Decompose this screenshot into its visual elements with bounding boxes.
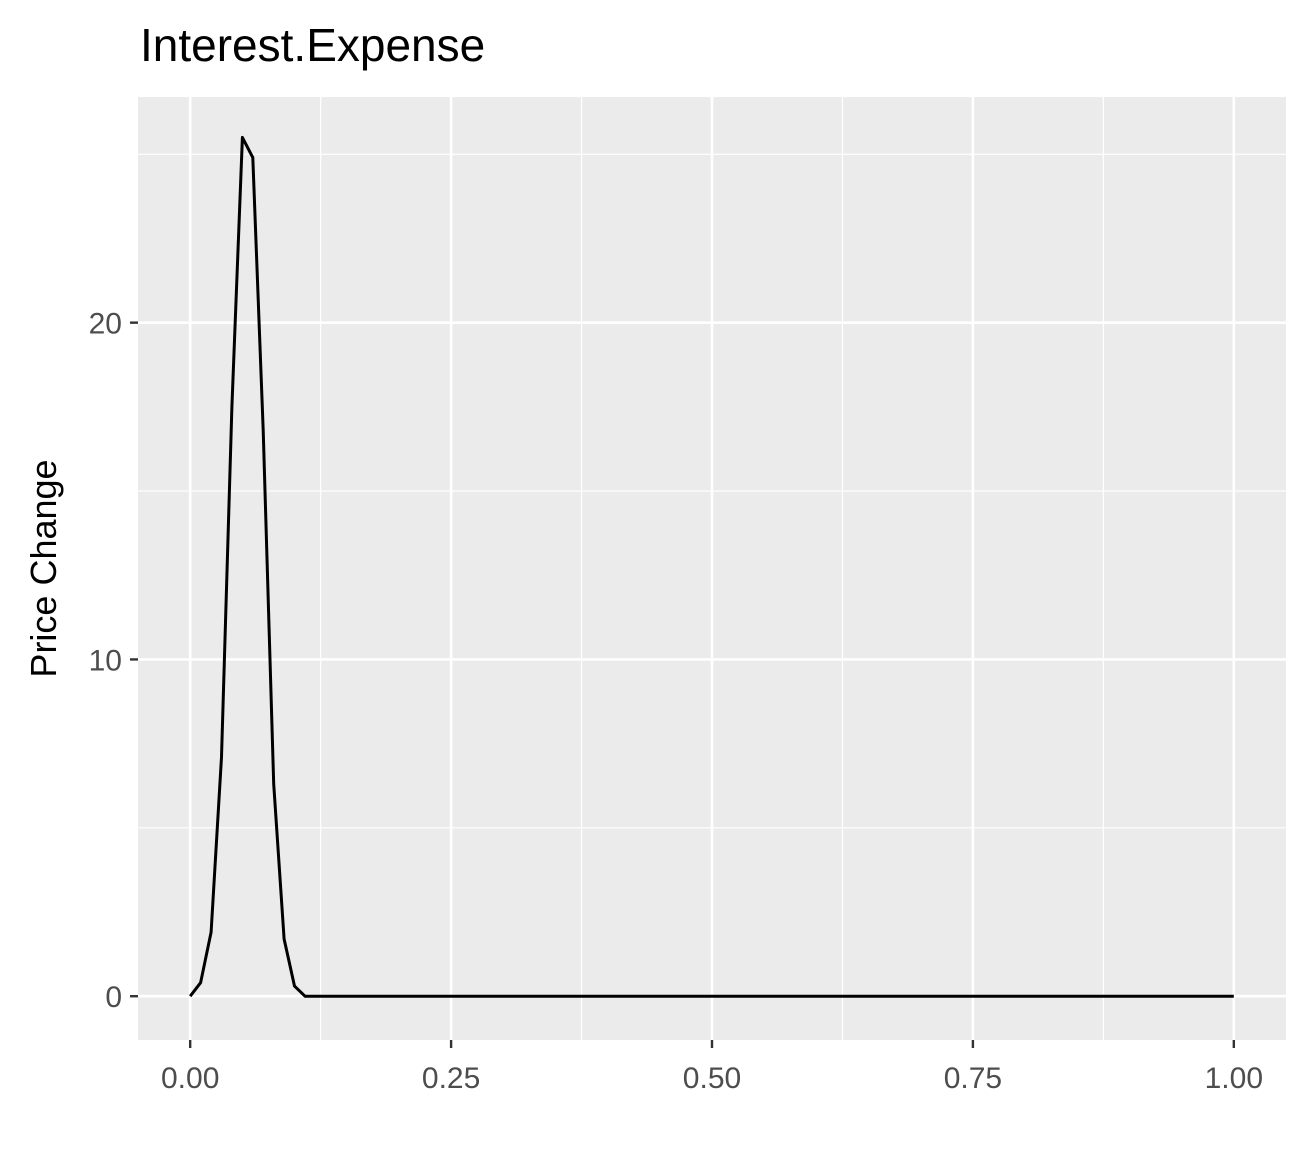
x-tick-label: 0.50 [683, 1062, 741, 1095]
x-tick-label: 1.00 [1205, 1062, 1263, 1095]
series-line-0 [189, 135, 1234, 998]
y-tick-label: 10 [89, 644, 122, 677]
x-tick-label: 0.75 [944, 1062, 1002, 1095]
y-axis-title: Price Change [23, 459, 64, 677]
tick-labels: 0.00 0.25 0.50 0.75 1.00 0 10 20 [89, 308, 1263, 1095]
chart-title: Interest.Expense [140, 19, 486, 71]
axis-ticks [130, 321, 1236, 1048]
y-tick-label: 0 [105, 981, 122, 1014]
x-tick-label: 0.00 [161, 1062, 219, 1095]
y-tick-label: 20 [89, 308, 122, 341]
series-layer [189, 135, 1234, 998]
x-tick-label: 0.25 [422, 1062, 480, 1095]
